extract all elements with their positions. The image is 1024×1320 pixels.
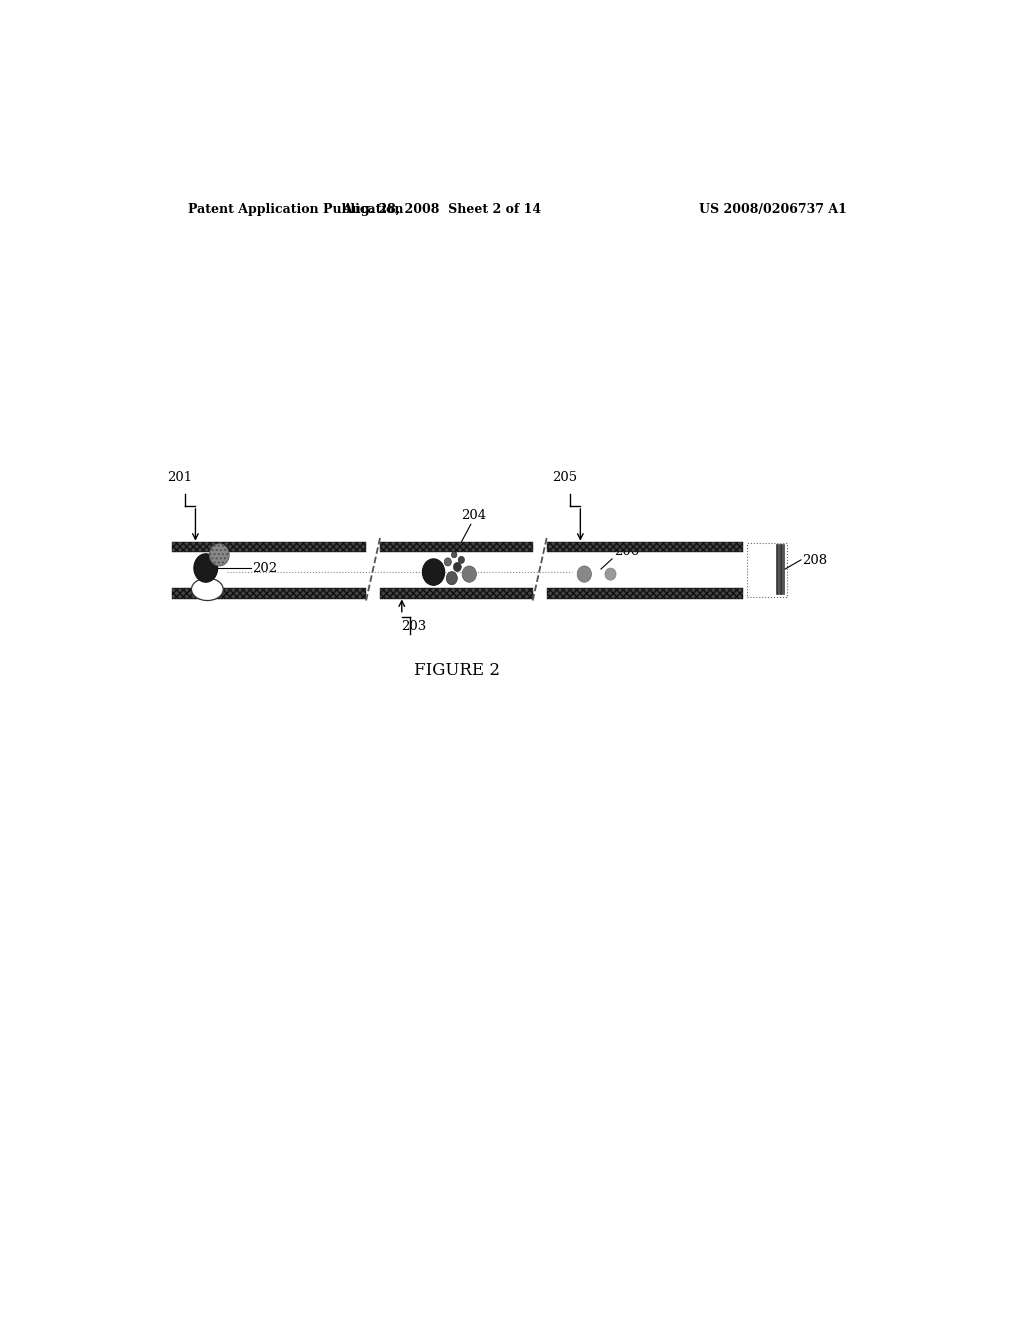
Text: FIGURE 2: FIGURE 2 — [415, 661, 501, 678]
Ellipse shape — [454, 562, 461, 572]
Ellipse shape — [452, 552, 457, 558]
Ellipse shape — [578, 566, 592, 582]
Text: US 2008/0206737 A1: US 2008/0206737 A1 — [699, 203, 847, 216]
Ellipse shape — [191, 578, 223, 601]
Bar — [748, 543, 786, 598]
Bar — [547, 541, 743, 552]
Text: Patent Application Publication: Patent Application Publication — [187, 203, 403, 216]
Ellipse shape — [605, 568, 616, 581]
Text: 206: 206 — [613, 545, 639, 558]
Bar — [172, 541, 367, 552]
Bar — [547, 589, 743, 598]
Text: 203: 203 — [401, 620, 426, 634]
Ellipse shape — [444, 558, 452, 566]
Ellipse shape — [446, 572, 458, 585]
Ellipse shape — [458, 556, 465, 564]
Bar — [380, 589, 532, 598]
Text: 205: 205 — [552, 471, 578, 483]
Bar — [172, 589, 367, 598]
Ellipse shape — [194, 554, 218, 582]
Bar — [776, 544, 784, 594]
Text: 204: 204 — [461, 510, 485, 523]
Text: 202: 202 — [253, 561, 278, 574]
Ellipse shape — [423, 558, 444, 585]
Text: 208: 208 — [803, 554, 827, 568]
Ellipse shape — [462, 566, 476, 582]
Ellipse shape — [209, 544, 229, 566]
Bar — [380, 541, 532, 552]
Text: Aug. 28, 2008  Sheet 2 of 14: Aug. 28, 2008 Sheet 2 of 14 — [342, 203, 541, 216]
Text: 201: 201 — [167, 471, 193, 483]
